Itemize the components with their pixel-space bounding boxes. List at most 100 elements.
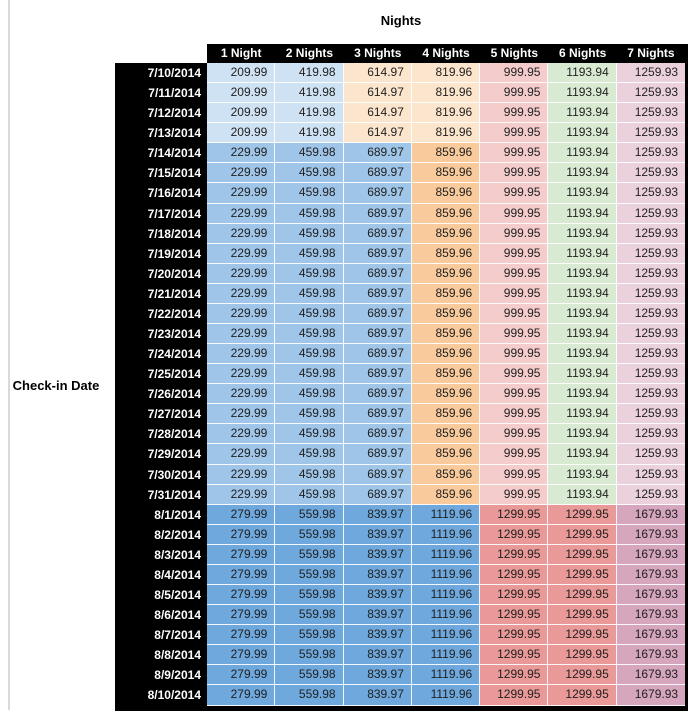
price-cell[interactable]: 859.96 <box>411 364 481 385</box>
price-cell[interactable]: 229.99 <box>207 243 276 264</box>
price-cell[interactable]: 559.98 <box>275 585 344 606</box>
price-cell[interactable]: 229.99 <box>207 143 276 164</box>
checkin-date-cell[interactable]: 7/27/2014 <box>115 404 207 425</box>
checkin-date-cell[interactable]: 7/16/2014 <box>115 183 207 204</box>
price-cell[interactable]: 229.99 <box>207 324 276 345</box>
price-cell[interactable]: 1259.93 <box>616 203 686 224</box>
price-cell[interactable]: 1193.94 <box>548 243 617 264</box>
price-cell[interactable]: 419.98 <box>275 83 344 104</box>
price-cell[interactable]: 1259.93 <box>616 103 686 124</box>
price-cell[interactable]: 279.99 <box>207 645 276 666</box>
checkin-date-cell[interactable]: 8/6/2014 <box>115 605 207 626</box>
price-cell[interactable]: 229.99 <box>207 464 276 485</box>
price-cell[interactable]: 819.96 <box>411 103 481 124</box>
price-cell[interactable]: 279.99 <box>207 544 276 565</box>
checkin-date-cell[interactable]: 8/4/2014 <box>115 564 207 586</box>
price-cell[interactable]: 459.98 <box>275 223 344 244</box>
price-cell[interactable]: 859.96 <box>411 444 481 465</box>
price-cell[interactable]: 689.97 <box>343 424 412 445</box>
price-cell[interactable]: 839.97 <box>343 504 412 525</box>
price-cell[interactable]: 999.95 <box>480 464 549 485</box>
price-cell[interactable]: 1259.93 <box>616 223 686 244</box>
price-cell[interactable]: 459.98 <box>275 324 344 345</box>
price-cell[interactable]: 1299.95 <box>548 524 617 545</box>
price-cell[interactable]: 279.99 <box>207 524 276 545</box>
price-cell[interactable]: 1119.96 <box>411 544 481 565</box>
price-cell[interactable]: 999.95 <box>480 303 549 325</box>
checkin-date-cell[interactable]: 8/10/2014 <box>115 685 207 706</box>
price-cell[interactable]: 1299.95 <box>480 625 549 646</box>
price-cell[interactable]: 689.97 <box>343 283 412 304</box>
price-cell[interactable]: 999.95 <box>480 484 549 505</box>
price-cell[interactable]: 1679.93 <box>616 645 686 666</box>
price-cell[interactable]: 1299.95 <box>548 564 617 586</box>
price-cell[interactable]: 1299.95 <box>480 564 549 586</box>
checkin-date-cell[interactable]: 7/25/2014 <box>115 364 207 385</box>
price-cell[interactable]: 1299.95 <box>548 544 617 565</box>
price-cell[interactable]: 999.95 <box>480 263 549 284</box>
price-cell[interactable]: 859.96 <box>411 263 481 284</box>
price-cell[interactable]: 1119.96 <box>411 625 481 646</box>
checkin-date-cell[interactable]: 8/8/2014 <box>115 645 207 666</box>
price-cell[interactable]: 209.99 <box>207 123 276 144</box>
price-cell[interactable]: 229.99 <box>207 183 276 204</box>
price-cell[interactable]: 1299.95 <box>548 504 617 525</box>
price-cell[interactable]: 459.98 <box>275 404 344 425</box>
price-cell[interactable]: 999.95 <box>480 324 549 345</box>
checkin-date-cell[interactable]: 7/11/2014 <box>115 83 207 104</box>
price-cell[interactable]: 859.96 <box>411 384 481 405</box>
price-cell[interactable]: 1299.95 <box>480 685 549 706</box>
price-cell[interactable]: 1299.95 <box>548 645 617 666</box>
price-cell[interactable]: 1259.93 <box>616 364 686 385</box>
price-cell[interactable]: 1193.94 <box>548 163 617 184</box>
price-cell[interactable]: 1299.95 <box>480 665 549 686</box>
checkin-date-cell[interactable]: 7/30/2014 <box>115 464 207 485</box>
price-cell[interactable]: 229.99 <box>207 163 276 184</box>
price-cell[interactable]: 459.98 <box>275 364 344 385</box>
price-cell[interactable]: 1259.93 <box>616 464 686 485</box>
checkin-date-cell[interactable]: 7/20/2014 <box>115 263 207 284</box>
price-cell[interactable]: 1193.94 <box>548 223 617 244</box>
price-cell[interactable]: 279.99 <box>207 585 276 606</box>
price-cell[interactable]: 1119.96 <box>411 645 481 666</box>
price-cell[interactable]: 819.96 <box>411 63 481 84</box>
price-cell[interactable]: 999.95 <box>480 143 549 164</box>
checkin-date-cell[interactable]: 7/14/2014 <box>115 143 207 164</box>
price-cell[interactable]: 839.97 <box>343 585 412 606</box>
price-cell[interactable]: 1679.93 <box>616 665 686 686</box>
price-cell[interactable]: 1193.94 <box>548 83 617 104</box>
price-cell[interactable]: 1259.93 <box>616 83 686 104</box>
checkin-date-cell[interactable]: 7/26/2014 <box>115 384 207 405</box>
checkin-date-cell[interactable]: 7/18/2014 <box>115 223 207 244</box>
price-cell[interactable]: 1193.94 <box>548 303 617 325</box>
price-cell[interactable]: 1259.93 <box>616 63 686 84</box>
price-cell[interactable]: 1119.96 <box>411 564 481 586</box>
checkin-date-cell[interactable]: 7/23/2014 <box>115 324 207 345</box>
price-cell[interactable]: 559.98 <box>275 504 344 525</box>
price-cell[interactable]: 999.95 <box>480 404 549 425</box>
price-cell[interactable]: 689.97 <box>343 484 412 505</box>
price-cell[interactable]: 839.97 <box>343 625 412 646</box>
price-cell[interactable]: 1259.93 <box>616 324 686 345</box>
price-cell[interactable]: 689.97 <box>343 303 412 325</box>
price-cell[interactable]: 1299.95 <box>548 665 617 686</box>
price-cell[interactable]: 819.96 <box>411 123 481 144</box>
price-cell[interactable]: 689.97 <box>343 364 412 385</box>
price-cell[interactable]: 459.98 <box>275 263 344 284</box>
price-cell[interactable]: 689.97 <box>343 464 412 485</box>
price-cell[interactable]: 859.96 <box>411 424 481 445</box>
checkin-date-cell[interactable]: 7/21/2014 <box>115 283 207 304</box>
checkin-date-cell[interactable]: 8/9/2014 <box>115 665 207 686</box>
price-cell[interactable]: 999.95 <box>480 344 549 365</box>
checkin-date-cell[interactable]: 8/7/2014 <box>115 625 207 646</box>
price-cell[interactable]: 1193.94 <box>548 143 617 164</box>
price-cell[interactable]: 859.96 <box>411 404 481 425</box>
price-cell[interactable]: 559.98 <box>275 685 344 706</box>
checkin-date-cell[interactable]: 7/12/2014 <box>115 103 207 124</box>
price-cell[interactable]: 689.97 <box>343 384 412 405</box>
price-cell[interactable]: 229.99 <box>207 484 276 505</box>
price-cell[interactable]: 559.98 <box>275 665 344 686</box>
price-cell[interactable]: 839.97 <box>343 645 412 666</box>
price-cell[interactable]: 689.97 <box>343 444 412 465</box>
price-cell[interactable]: 1299.95 <box>480 524 549 545</box>
